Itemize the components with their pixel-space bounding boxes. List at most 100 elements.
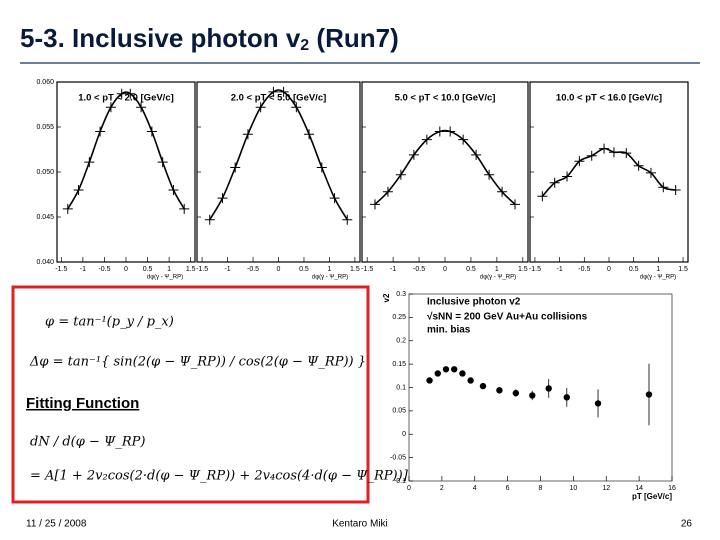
data-point: [434, 370, 441, 377]
slide-title: 5-3. Inclusive photon v2 (Run7): [20, 23, 399, 54]
data-point: [168, 185, 179, 195]
data-point: [136, 102, 147, 113]
formula: Δφ = tan⁻¹{ sin(2(φ − Ψ_RP)) / cos(2(φ −…: [29, 355, 366, 370]
chart-title: Inclusive photon v2: [427, 297, 521, 308]
y-tick-label: 0.060: [36, 79, 54, 86]
x-tick-label: -1: [390, 266, 396, 273]
data-point: [434, 126, 445, 137]
data-point: [230, 162, 241, 173]
data-point: [342, 214, 353, 225]
data-point: [645, 391, 653, 398]
x-tick-label: 16: [668, 485, 676, 492]
x-axis-label: dφ(γ - Ψ_RP): [640, 275, 676, 281]
formula: dN / d(φ − Ψ_RP): [30, 435, 146, 450]
data-point: [670, 185, 681, 195]
data-point: [496, 387, 503, 394]
x-tick-label: -0.5: [98, 266, 110, 273]
footer-author: Kentaro Miki: [332, 519, 388, 530]
data-point: [382, 186, 393, 197]
x-tick-label: -1.5: [196, 266, 208, 273]
chart-subtitle: √sNN = 200 GeV Au+Au collisions: [427, 312, 588, 323]
x-tick-label: 1: [167, 266, 171, 273]
panel-title: 2.0 < pT < 5.0 [GeV/c]: [231, 93, 327, 104]
data-point: [304, 129, 315, 140]
x-tick-label: -1: [80, 266, 86, 273]
footer-date: 11 / 25 / 2008: [26, 519, 87, 530]
y-tick-label: 0.3: [396, 291, 406, 298]
x-tick-label: 14: [635, 485, 643, 492]
plot-frame: [196, 81, 361, 263]
x-tick-label: 10: [569, 485, 577, 492]
footer-page: 26: [681, 519, 693, 530]
y-tick-label: 0.05: [392, 408, 406, 415]
data-point: [146, 126, 157, 137]
data-point: [645, 167, 656, 178]
x-axis-label: dφ(γ - Ψ_RP): [312, 275, 348, 281]
data-point: [242, 129, 253, 140]
data-point: [574, 156, 585, 167]
x-tick-label: -1.5: [55, 266, 67, 273]
y-tick-label: -0.05: [390, 454, 406, 461]
data-point: [549, 177, 560, 188]
plot-frame: [56, 81, 196, 263]
x-tick-label: 1.5: [518, 266, 528, 273]
x-tick-label: -1.5: [361, 266, 373, 273]
x-tick-label: 0: [407, 485, 411, 492]
title-sub: 2: [300, 37, 309, 54]
x-tick-label: -1: [224, 266, 230, 273]
x-tick-label: 2: [440, 485, 444, 492]
data-point: [217, 193, 228, 204]
formula: φ = tan⁻¹(p_y / p_x): [45, 315, 174, 330]
y-tick-label: -0.1: [394, 478, 406, 485]
data-point: [658, 182, 669, 193]
data-point: [408, 149, 419, 160]
data-point: [445, 126, 456, 137]
formula-label: Fitting Function: [26, 395, 139, 412]
y-tick-label: 0.25: [392, 314, 406, 321]
data-point: [179, 203, 190, 214]
data-point: [497, 186, 508, 197]
fit-curve: [374, 129, 516, 205]
plot-frame: [529, 81, 689, 263]
x-tick-label: 0.5: [629, 266, 639, 273]
data-point: [84, 157, 95, 168]
data-point: [73, 185, 84, 195]
data-point: [563, 394, 570, 401]
data-point: [268, 86, 279, 97]
y-tick-label: 0.2: [396, 338, 406, 345]
x-tick-label: 0: [607, 266, 611, 273]
formula: = A[1 + 2v₂cos(2·d(φ − Ψ_RP)) + 2v₄cos(4…: [30, 469, 409, 484]
data-point: [451, 366, 458, 373]
x-axis-label: dφ(γ - Ψ_RP): [147, 275, 183, 281]
x-tick-label: 12: [602, 485, 610, 492]
y-axis-label: v2: [382, 293, 391, 302]
data-point: [510, 199, 521, 210]
data-point: [484, 169, 495, 180]
data-point: [537, 191, 548, 202]
x-tick-label: -0.5: [578, 266, 590, 273]
x-tick-label: 0: [124, 266, 128, 273]
y-tick-label: 0.1: [396, 384, 406, 391]
x-tick-label: 6: [506, 485, 510, 492]
fit-curve: [67, 91, 185, 210]
data-point: [471, 149, 482, 160]
y-tick-label: 0.040: [36, 259, 54, 266]
data-point: [442, 366, 450, 373]
data-point: [105, 102, 116, 113]
data-point: [633, 160, 644, 171]
data-point: [594, 400, 602, 407]
x-tick-label: 1.5: [350, 266, 360, 273]
data-point: [316, 162, 327, 173]
data-point: [608, 147, 619, 158]
data-point: [459, 370, 466, 377]
x-axis-label: dφ(γ - Ψ_RP): [480, 275, 516, 281]
chart-note: min. bias: [427, 325, 471, 336]
data-point: [545, 385, 552, 392]
panel-title: 5.0 < pT < 10.0 [GeV/c]: [395, 93, 496, 104]
data-point: [329, 193, 340, 204]
data-point: [255, 102, 266, 113]
title-main: 5-3. Inclusive photon v: [20, 23, 301, 53]
data-point: [369, 199, 380, 210]
x-tick-label: 8: [539, 485, 543, 492]
